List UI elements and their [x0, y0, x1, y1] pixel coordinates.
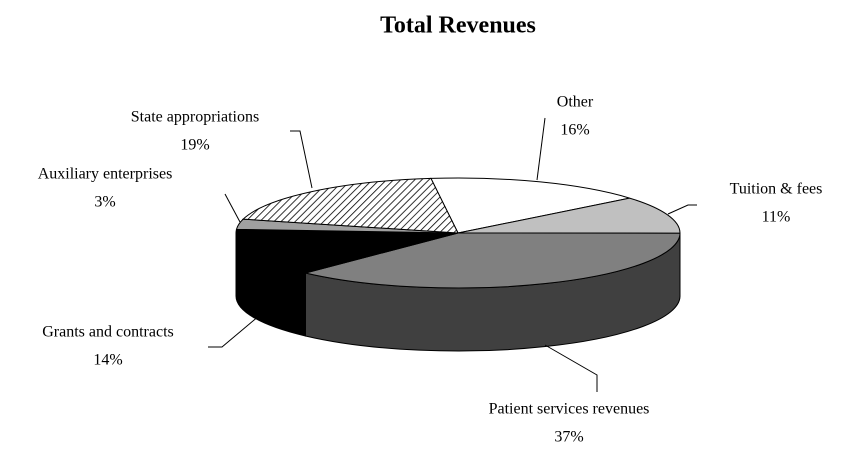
- slice-label: Other: [557, 94, 594, 111]
- slice: [235, 228, 459, 274]
- leader-line: [536, 117, 546, 181]
- leader-line: [224, 193, 241, 223]
- slice: [305, 232, 681, 289]
- slice-value-label: 16%: [560, 122, 589, 139]
- slice-value-label: 37%: [554, 429, 583, 446]
- slice-label: Auxiliary enterprises: [38, 166, 173, 183]
- slice-value-label: 11%: [762, 209, 791, 226]
- slice-value-label: 3%: [94, 194, 115, 211]
- leader-line: [290, 130, 313, 189]
- chart-title: Total Revenues: [380, 13, 536, 39]
- leader-line: [544, 344, 598, 392]
- slice: [457, 197, 681, 234]
- slice-label: Tuition & fees: [730, 181, 823, 198]
- slice: [430, 177, 630, 234]
- leader-line: [208, 304, 273, 348]
- slice-value-label: 14%: [93, 352, 122, 369]
- slice-label: Grants and contracts: [42, 324, 174, 341]
- leader-line: [667, 204, 697, 215]
- slice-value-label: 19%: [180, 137, 209, 154]
- slice-label: State appropriations: [131, 109, 259, 126]
- slice-label: Patient services revenues: [489, 401, 650, 418]
- slice: [241, 177, 459, 234]
